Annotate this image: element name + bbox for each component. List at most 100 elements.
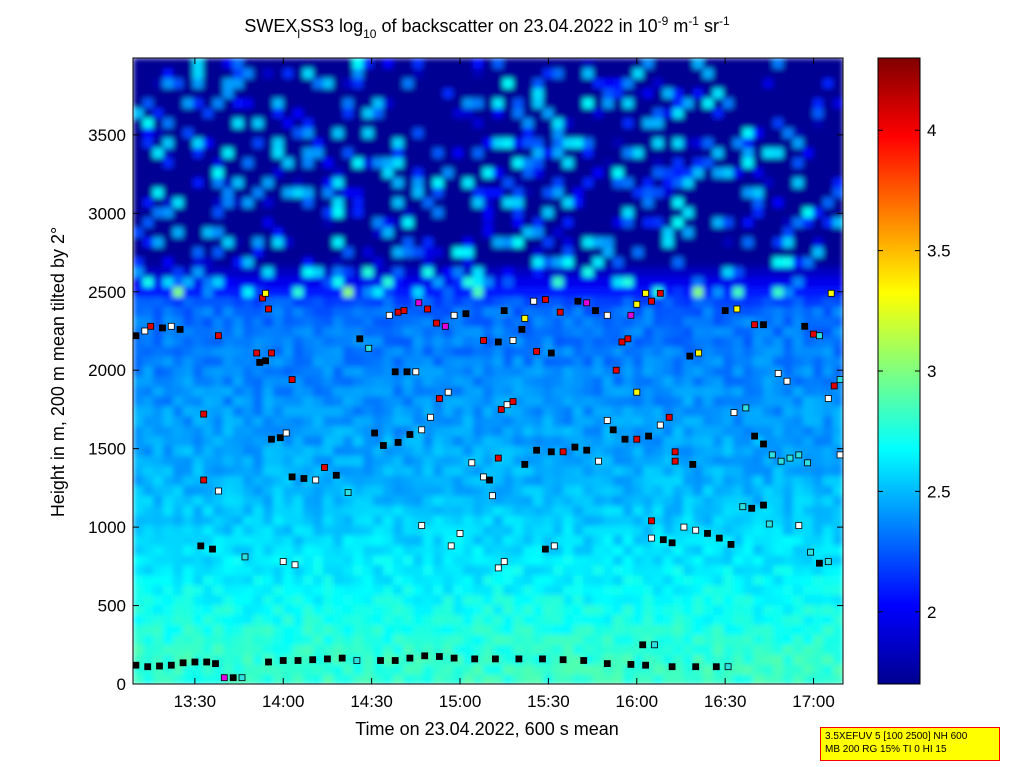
heatmap-cell [633,177,644,188]
heatmap-cell [583,306,594,317]
heatmap-cell [473,654,484,665]
heatmap-cell [563,415,574,427]
heatmap-cell [443,554,454,566]
heatmap-cell [703,534,714,546]
heatmap-cell [433,674,444,684]
heatmap-cell [323,256,334,268]
heatmap-cell [413,425,424,437]
heatmap-cell [693,455,704,466]
heatmap-cell [373,614,384,625]
heatmap-cell [493,594,504,606]
heatmap-cell [723,266,734,278]
heatmap-cell [433,604,444,616]
heatmap-cell [833,306,843,317]
heatmap-cell [373,316,384,327]
heatmap-cell [453,346,464,357]
y-tick-label: 1500 [88,440,126,459]
heatmap-cell [703,226,714,238]
heatmap-cell [383,584,394,596]
heatmap-cell [543,157,554,168]
heatmap-cell [373,107,384,119]
heatmap-cell [323,525,334,536]
heatmap-cell [223,157,234,168]
heatmap-cell [243,395,254,407]
heatmap-cell [283,584,294,596]
heatmap-cell [173,485,184,496]
heatmap-cell [253,137,264,149]
heatmap-cell [183,644,194,655]
heatmap-cell [143,604,154,616]
heatmap-cell [583,207,594,218]
heatmap-cell [513,167,524,178]
heatmap-cell [653,336,664,347]
heatmap-cell [633,564,644,576]
heatmap-cell [613,485,624,496]
heatmap-cell [693,445,704,457]
heatmap-cell [533,495,544,506]
heatmap-cell [443,226,454,238]
heatmap-cell [293,366,304,377]
heatmap-cell [723,425,734,437]
heatmap-cell [823,197,834,208]
heatmap-cell [163,147,174,158]
heatmap-cell [683,564,694,576]
heatmap-cell [233,346,244,357]
heatmap-cell [533,674,544,684]
heatmap-cell [533,395,544,407]
heatmap-cell [613,475,624,486]
heatmap-cell [293,177,304,188]
heatmap-cell [393,187,404,198]
heatmap-cell [653,544,664,556]
heatmap-cell [623,594,634,606]
heatmap-cell [173,207,184,218]
heatmap-cell [193,326,204,337]
heatmap-cell [343,157,354,168]
heatmap-cell [483,465,494,476]
heatmap-cell [343,296,354,308]
heatmap-cell [173,286,184,298]
heatmap-cell [653,525,664,536]
detection-marker [141,327,149,335]
heatmap-cell [203,445,214,457]
heatmap-cell [713,574,724,586]
detection-marker [550,542,558,550]
heatmap-cell [223,515,234,526]
detection-marker [332,471,340,479]
heatmap-cell [603,664,614,675]
heatmap-cell [383,375,394,387]
heatmap-cell [823,97,834,109]
heatmap-cell [193,137,204,149]
heatmap-cell [523,127,534,139]
heatmap-cell [433,415,444,427]
heatmap-cell [623,236,634,248]
heatmap-cell [323,425,334,437]
heatmap-cell [813,505,824,516]
heatmap-cell [463,107,474,119]
heatmap-cell [563,58,574,69]
heatmap-cell [653,236,664,248]
detection-marker [268,435,275,443]
heatmap-cell [183,525,194,536]
heatmap-cell [333,475,344,486]
detection-marker [680,523,688,531]
heatmap-cell [803,246,814,258]
heatmap-cell [153,445,164,457]
heatmap-cell [293,276,304,288]
heatmap-cell [423,544,434,556]
heatmap-cell [403,594,414,606]
heatmap-cell [603,445,614,457]
heatmap-cell [813,216,824,228]
heatmap-cell [203,485,214,496]
heatmap-cell [703,564,714,576]
heatmap-cell [373,87,384,99]
heatmap-cell [293,614,304,625]
heatmap-cell [433,634,444,645]
heatmap-cell [713,276,724,288]
heatmap-cell [433,216,444,228]
heatmap-cell [743,97,754,109]
heatmap-cell [793,445,804,457]
heatmap-cell [133,584,144,596]
heatmap-cell [283,505,294,516]
heatmap-cell [453,256,464,268]
heatmap-cell [183,67,194,79]
